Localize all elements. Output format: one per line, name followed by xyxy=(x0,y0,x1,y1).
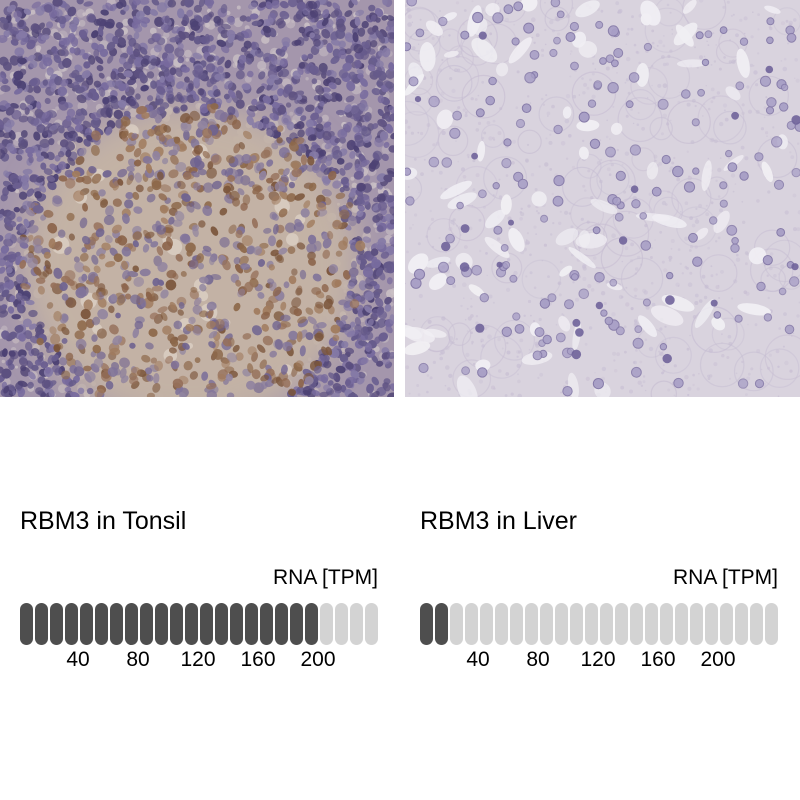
tick-label: 160 xyxy=(240,648,276,671)
tick-label: 120 xyxy=(580,648,616,671)
tpm-bar xyxy=(170,603,183,645)
tpm-bar xyxy=(365,603,378,645)
tpm-bar xyxy=(140,603,153,645)
tpm-bar xyxy=(35,603,48,645)
tpm-bar xyxy=(245,603,258,645)
ihc-tissue-liver xyxy=(405,0,800,397)
tpm-bar xyxy=(290,603,303,645)
tpm-bar xyxy=(480,603,493,645)
tpm-bar xyxy=(630,603,643,645)
tpm-bar xyxy=(660,603,673,645)
tpm-tick-labels-liver: 40 80 120 160 200 xyxy=(420,648,778,674)
tpm-bar xyxy=(720,603,733,645)
tpm-bar xyxy=(50,603,63,645)
tpm-bar xyxy=(750,603,763,645)
tpm-bar xyxy=(215,603,228,645)
rna-tpm-label-liver: RNA [TPM] xyxy=(672,566,778,589)
tpm-bar xyxy=(600,603,613,645)
tick-label: 80 xyxy=(526,648,550,671)
tpm-bar xyxy=(350,603,363,645)
tpm-bar xyxy=(20,603,33,645)
tick-label: 200 xyxy=(700,648,736,671)
panel-title-liver: RBM3 in Liver xyxy=(420,507,577,535)
tpm-tick-labels-tonsil: 40 80 120 160 200 xyxy=(20,648,378,674)
tick-label: 80 xyxy=(126,648,150,671)
tpm-bar xyxy=(110,603,123,645)
tpm-bar xyxy=(435,603,448,645)
tpm-bar xyxy=(125,603,138,645)
tpm-bar xyxy=(705,603,718,645)
tpm-bar xyxy=(335,603,348,645)
tpm-bar xyxy=(735,603,748,645)
tpm-bar xyxy=(320,603,333,645)
tpm-bar xyxy=(525,603,538,645)
tick-label: 200 xyxy=(300,648,336,671)
tpm-bar xyxy=(765,603,778,645)
tpm-bar xyxy=(615,603,628,645)
tpm-bar xyxy=(95,603,108,645)
tpm-bar xyxy=(305,603,318,645)
tpm-bar xyxy=(690,603,703,645)
tpm-bar xyxy=(230,603,243,645)
rna-tpm-label-tonsil: RNA [TPM] xyxy=(272,566,378,589)
tick-label: 120 xyxy=(180,648,216,671)
ihc-tissue-tonsil xyxy=(0,0,394,397)
tpm-bar xyxy=(185,603,198,645)
tpm-bar xyxy=(80,603,93,645)
tpm-bar xyxy=(450,603,463,645)
panel-title-tonsil: RBM3 in Tonsil xyxy=(20,507,187,535)
tick-label: 160 xyxy=(640,648,676,671)
tpm-bar-scale-tonsil xyxy=(20,603,378,645)
tpm-bar xyxy=(555,603,568,645)
tpm-bar xyxy=(275,603,288,645)
tick-label: 40 xyxy=(466,648,490,671)
tpm-bar xyxy=(260,603,273,645)
tpm-bar xyxy=(495,603,508,645)
tpm-bar xyxy=(420,603,433,645)
tpm-bar-scale-liver xyxy=(420,603,778,645)
tpm-bar xyxy=(510,603,523,645)
tpm-bar xyxy=(585,603,598,645)
tick-label: 40 xyxy=(66,648,90,671)
tpm-bar xyxy=(645,603,658,645)
tpm-bar xyxy=(570,603,583,645)
tpm-bar xyxy=(540,603,553,645)
tpm-bar xyxy=(200,603,213,645)
tpm-bar xyxy=(675,603,688,645)
tpm-bar xyxy=(65,603,78,645)
tpm-bar xyxy=(155,603,168,645)
tpm-bar xyxy=(465,603,478,645)
